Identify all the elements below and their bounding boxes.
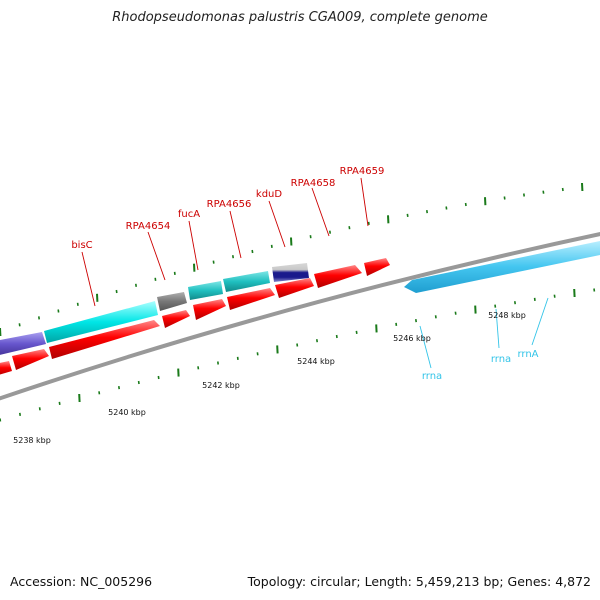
cds-reverse-8 — [314, 265, 362, 288]
forward-strand-features — [0, 263, 309, 355]
rna-label-1: rrna — [422, 371, 442, 382]
rna-label-3: rrnA — [517, 349, 538, 360]
cds-bisC — [44, 301, 158, 343]
genome-backbone — [0, 232, 600, 401]
gene-label-RPA4654: RPA4654 — [126, 221, 171, 232]
cds-reverse-9 — [364, 258, 390, 276]
cds-reverse-4 — [162, 310, 190, 328]
gene-label-fucA: fucA — [178, 209, 200, 220]
cds-reverse-7 — [275, 278, 314, 298]
map-title: Rhodopseudomonas palustris CGA009, compl… — [112, 10, 488, 25]
cds-reverse-2 — [12, 349, 49, 370]
cds-reverse-1 — [0, 361, 12, 375]
reverse-strand-features — [0, 258, 390, 375]
cds-kduD — [272, 263, 309, 282]
inner-tick-ring — [0, 288, 596, 422]
cds-RPA4656 — [223, 271, 270, 292]
kbp-label-5238: 5238 kbp — [13, 436, 51, 445]
genome-summary-text: Topology: circular; Length: 5,459,213 bp… — [247, 574, 591, 589]
outer-tick-ring — [0, 182, 584, 337]
gene-label-bisC: bisC — [71, 240, 92, 251]
cds-reverse-3 — [49, 320, 160, 359]
gene-label-kduD: kduD — [256, 189, 282, 200]
accession-text: Accession: NC_005296 — [10, 574, 153, 589]
gene-leader-lines — [81, 177, 369, 307]
rna-leader-lines — [419, 297, 549, 369]
gene-label-RPA4658: RPA4658 — [291, 178, 336, 189]
kbp-label-5242: 5242 kbp — [202, 381, 240, 390]
kbp-label-5248: 5248 kbp — [488, 311, 526, 320]
gene-label-RPA4656: RPA4656 — [207, 199, 252, 210]
cds-purple-left — [0, 332, 46, 355]
rrna-operon — [404, 241, 600, 293]
rna-label-2: rrna — [491, 354, 511, 365]
gene-label-RPA4659: RPA4659 — [340, 166, 385, 177]
cds-reverse-5 — [193, 299, 226, 320]
cds-gray — [157, 292, 187, 311]
cds-reverse-6 — [227, 288, 275, 310]
kbp-label-5246: 5246 kbp — [393, 334, 431, 343]
kbp-label-5240: 5240 kbp — [108, 408, 146, 417]
kbp-label-5244: 5244 kbp — [297, 357, 335, 366]
cds-fucA — [188, 281, 223, 300]
